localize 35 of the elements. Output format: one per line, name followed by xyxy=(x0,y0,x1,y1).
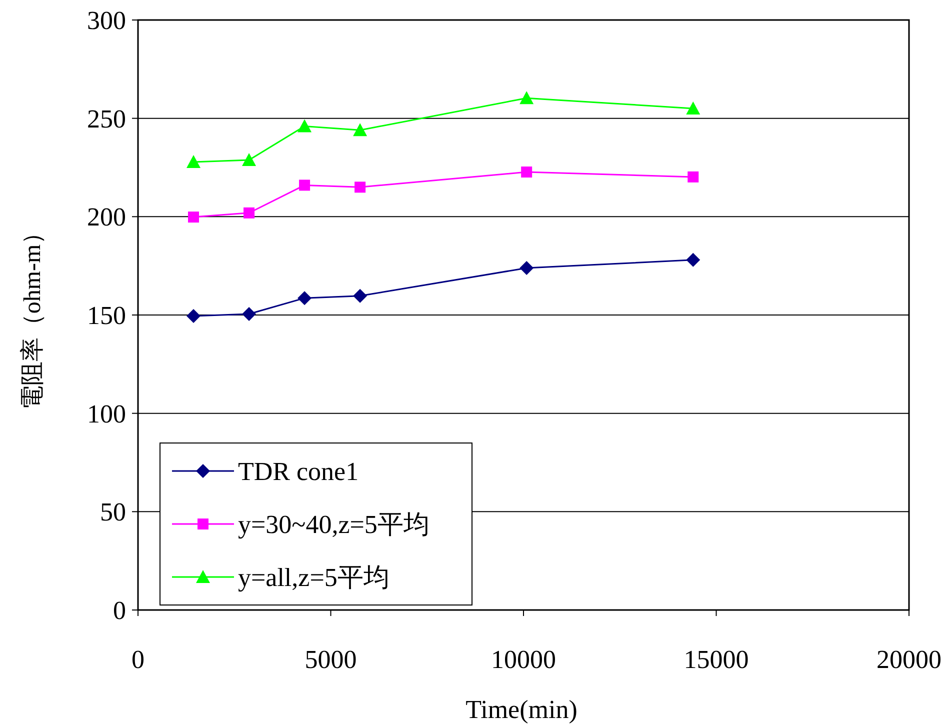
point xyxy=(520,91,534,104)
point xyxy=(686,102,700,114)
point xyxy=(299,180,310,191)
point xyxy=(186,154,201,168)
point xyxy=(521,166,532,178)
x-tick-label: 20000 xyxy=(876,645,942,674)
y-tick-label: 100 xyxy=(87,399,126,428)
legend-label: TDR cone1 xyxy=(238,457,359,486)
x-tick-label: 0 xyxy=(132,645,144,674)
point xyxy=(354,182,366,193)
y-tick-label: 200 xyxy=(87,202,126,232)
legend-label: y=all,z=5平均 xyxy=(238,563,390,592)
point xyxy=(244,207,255,218)
point xyxy=(298,119,312,132)
x-tick-label: 15000 xyxy=(684,645,749,674)
point xyxy=(242,307,256,322)
point xyxy=(353,288,368,303)
point xyxy=(520,260,534,275)
point xyxy=(188,212,200,223)
y-axis-title: 電阻率（ohm-m） xyxy=(19,220,46,410)
point xyxy=(686,252,700,267)
x-tick-label: 5000 xyxy=(304,645,357,674)
y-tick-label: 0 xyxy=(113,596,126,625)
point xyxy=(298,291,312,306)
point xyxy=(353,123,368,136)
point xyxy=(242,153,256,166)
x-tick-label: 10000 xyxy=(491,645,556,674)
point xyxy=(186,308,201,323)
point xyxy=(688,171,699,182)
y-tick-label: 150 xyxy=(87,301,126,330)
x-axis-title: Time(min) xyxy=(466,695,578,724)
legend-label: y=30~40,z=5平均 xyxy=(238,510,430,539)
y-tick-label: 250 xyxy=(87,104,126,134)
y-tick-label: 300 xyxy=(87,6,126,35)
y-tick-label: 50 xyxy=(100,498,126,527)
